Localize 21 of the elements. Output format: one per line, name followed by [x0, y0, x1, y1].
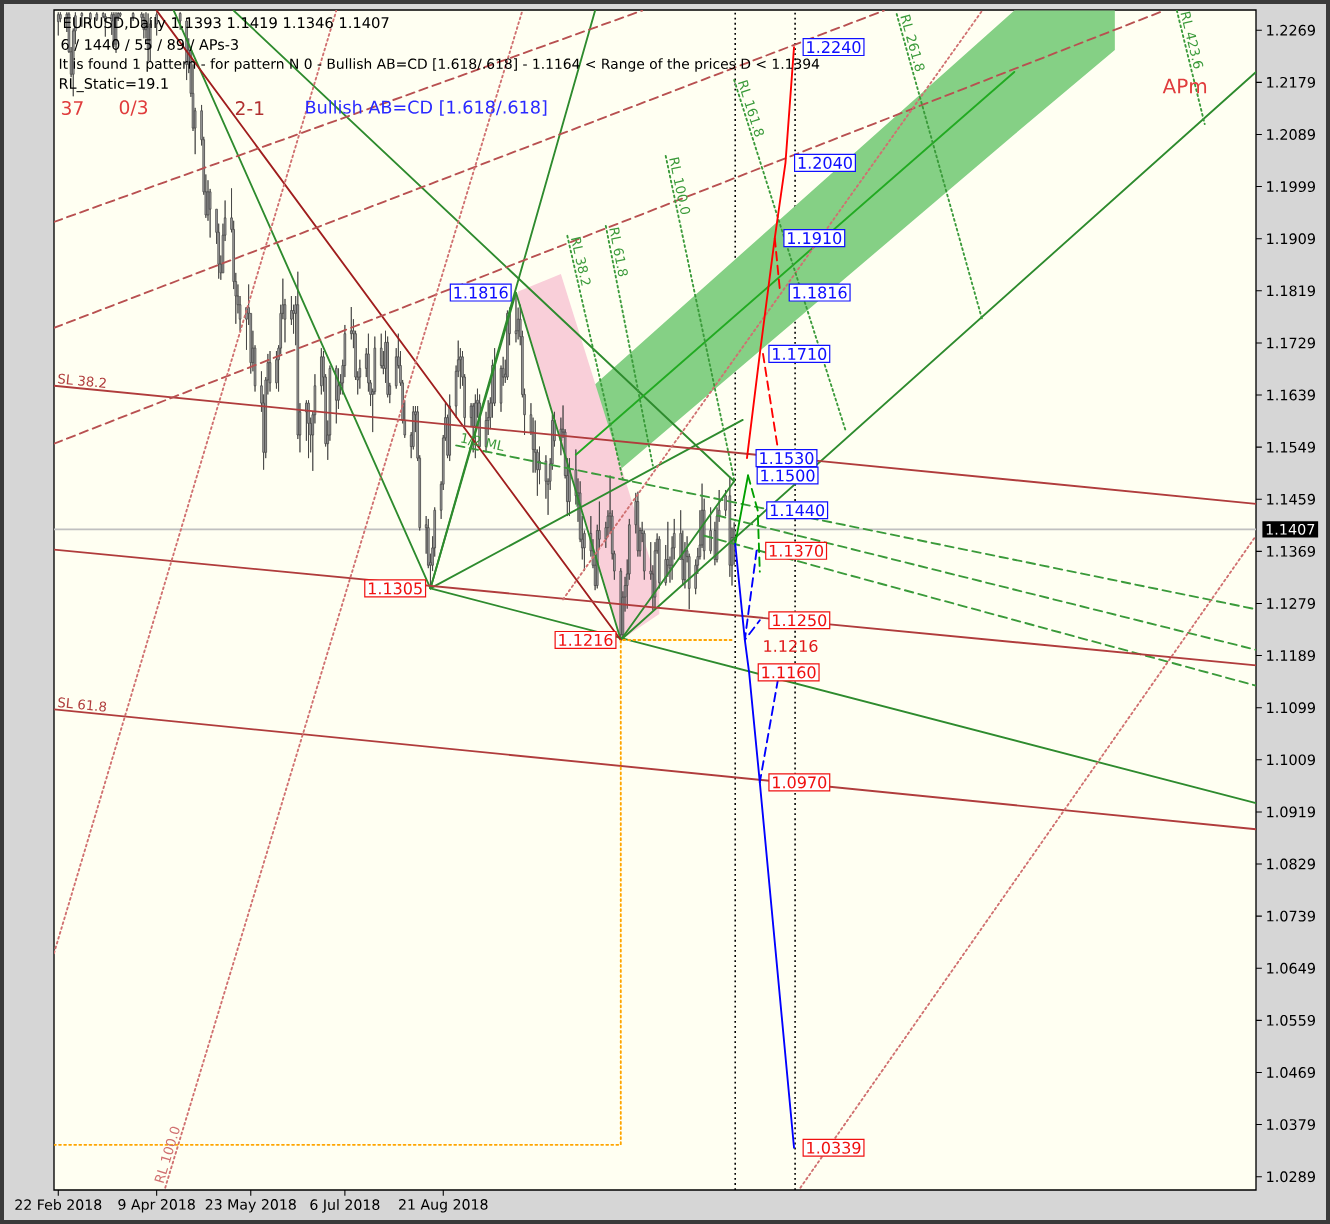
data-label: 1.2240	[807, 41, 861, 54]
data-label: 1.1440	[770, 504, 825, 517]
data-label: 1.1370	[769, 544, 824, 557]
data-label: 1.1816	[793, 286, 847, 299]
data-label: 1.1305	[368, 582, 422, 595]
data-label: 1.1816	[454, 286, 508, 299]
annotation: 1.1216	[764, 639, 818, 653]
data-label: 1.1530	[760, 452, 814, 465]
data-label: 1.1910	[788, 232, 842, 245]
data-label: 1.1710	[773, 347, 827, 360]
data-label: 1.2040	[798, 156, 852, 169]
annotation: 0/3	[119, 100, 148, 116]
data-label: 1.1216	[559, 633, 613, 646]
annotation: APm	[1162, 78, 1207, 94]
annotation: 37	[61, 100, 83, 116]
annotation: 2-1	[235, 101, 264, 115]
data-label: 1.1250	[773, 614, 827, 627]
data-label: 1.0339	[807, 1141, 861, 1154]
data-label: 1.1500	[761, 469, 815, 482]
data-label: 1.0970	[773, 776, 827, 789]
data-label: 1.1160	[762, 666, 816, 679]
